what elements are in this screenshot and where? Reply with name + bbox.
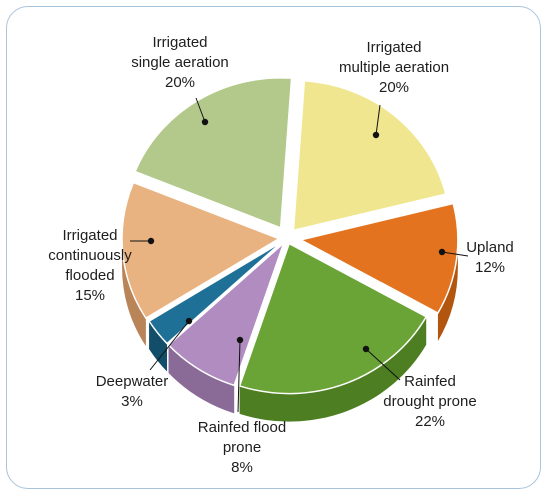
leader-line-upland xyxy=(441,251,469,257)
leader-dot-irrigated-continuously-flooded xyxy=(147,237,155,245)
slice-side-irrigated-continuously-flooded xyxy=(122,238,146,347)
leader-line-irrigated-multiple-aeration xyxy=(375,104,381,136)
slice-percent: 20% xyxy=(164,74,196,91)
slice-rainfed-flood-prone xyxy=(167,240,286,387)
slice-label-rainfed-drought-prone: Rainfed drought prone 22% xyxy=(383,372,476,432)
leader-dot-rainfed-flood-prone xyxy=(236,336,244,344)
leader-dot-irrigated-single-aeration xyxy=(201,118,209,126)
leader-line-deepwater xyxy=(149,320,190,371)
leader-dot-deepwater xyxy=(185,317,193,325)
slice-name: Deepwater xyxy=(95,373,169,390)
slice-percent: 22% xyxy=(414,413,446,430)
slice-upland xyxy=(298,202,459,315)
slice-percent: 15% xyxy=(74,287,106,304)
slice-label-rainfed-flood-prone: Rainfed flood prone 8% xyxy=(198,418,286,478)
slice-label-irrigated-continuously-flooded: Irrigated continuously flooded 15% xyxy=(48,226,131,306)
slice-deepwater xyxy=(148,241,283,345)
slice-side-upland xyxy=(437,239,458,342)
leader-dot-irrigated-multiple-aeration xyxy=(372,131,380,139)
slice-irrigated-continuously-flooded xyxy=(121,181,281,320)
slice-percent: 20% xyxy=(378,79,410,96)
slice-side-rainfed-drought-prone xyxy=(239,316,427,422)
slice-irrigated-multiple-aeration xyxy=(292,79,447,232)
slice-label-deepwater: Deepwater 3% xyxy=(96,372,169,412)
slice-rainfed-drought-prone xyxy=(238,242,428,395)
slice-name: Irrigated multiple aeration xyxy=(338,39,450,76)
slice-label-irrigated-multiple-aeration: Irrigated multiple aeration 20% xyxy=(339,38,449,98)
leader-dot-rainfed-drought-prone xyxy=(362,345,370,353)
leader-line-rainfed-flood-prone xyxy=(237,339,241,413)
slice-name: Irrigated single aeration xyxy=(131,34,229,71)
slice-name: Irrigated continuously flooded xyxy=(48,227,132,284)
slice-label-upland: Upland 12% xyxy=(466,238,514,278)
slice-name: Rainfed drought prone xyxy=(383,373,477,410)
slice-percent: 8% xyxy=(231,459,253,476)
slice-side-deepwater xyxy=(149,321,168,372)
slice-name: Rainfed flood prone xyxy=(197,419,287,456)
slice-percent: 3% xyxy=(121,393,143,410)
leader-line-irrigated-single-aeration xyxy=(195,97,206,123)
slice-label-irrigated-single-aeration: Irrigated single aeration 20% xyxy=(131,33,229,93)
slice-name: Upland xyxy=(466,239,514,256)
leader-dot-upland xyxy=(438,248,446,256)
leader-line-rainfed-drought-prone xyxy=(365,348,401,381)
slice-side-rainfed-flood-prone xyxy=(168,344,235,414)
slice-percent: 12% xyxy=(474,259,506,276)
